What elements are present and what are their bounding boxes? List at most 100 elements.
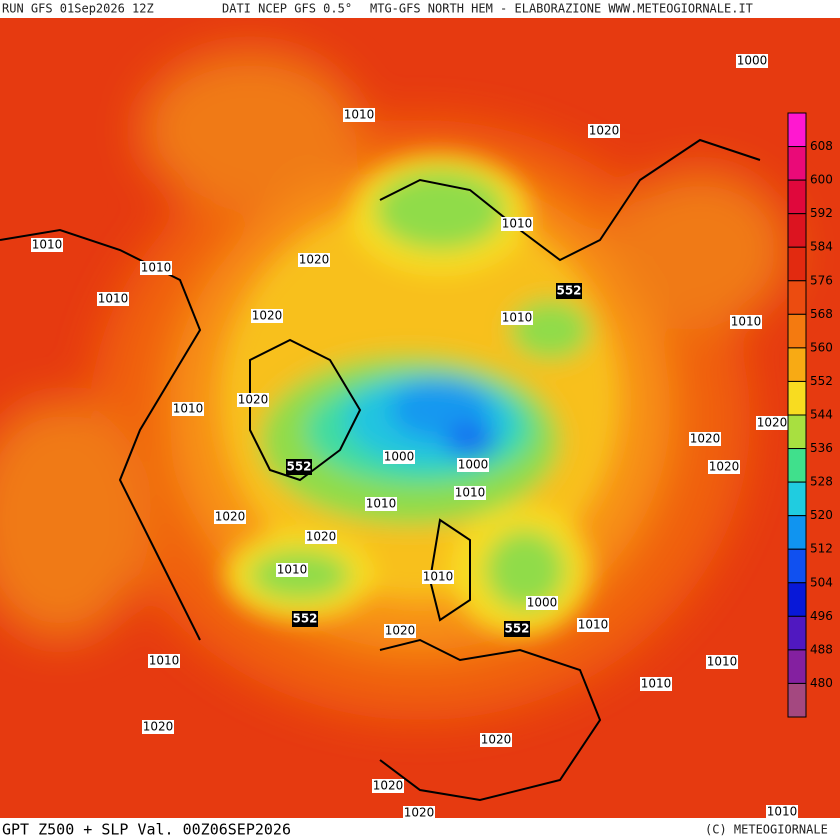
scale-top bbox=[787, 112, 807, 148]
scale-label: 600 bbox=[810, 173, 833, 187]
scale-swatch bbox=[787, 582, 807, 617]
isobar-label: 1020 bbox=[306, 530, 337, 544]
isobar-label-bg bbox=[305, 530, 337, 544]
isobar-label: 1020 bbox=[404, 806, 435, 820]
scale-swatch bbox=[787, 380, 807, 416]
isobar-label: 1010 bbox=[98, 292, 129, 306]
isobar-label-bg bbox=[403, 806, 435, 820]
isobar-label-bg bbox=[383, 450, 415, 464]
isobar-label: 1000 bbox=[527, 596, 558, 610]
scale-label: 584 bbox=[810, 240, 833, 254]
scale-swatch bbox=[787, 213, 807, 248]
isobar-label-bg bbox=[501, 311, 533, 325]
isobar-label-bg bbox=[526, 596, 558, 610]
isobar-label: 1010 bbox=[141, 261, 172, 275]
isobar-label-bg bbox=[214, 510, 246, 524]
scale-swatch bbox=[787, 448, 807, 483]
isobar-label-bg bbox=[640, 677, 672, 691]
isobar-label: 1010 bbox=[423, 570, 454, 584]
isobar-label: 1010 bbox=[707, 655, 738, 669]
scale-label: 488 bbox=[810, 642, 833, 656]
scale-swatch bbox=[787, 414, 807, 450]
isobar-label-bg bbox=[172, 402, 204, 416]
isobar-label-bg bbox=[730, 315, 762, 329]
scale-swatch bbox=[787, 146, 807, 181]
field bbox=[0, 18, 840, 818]
isobar-label-bg bbox=[422, 570, 454, 584]
isobar-label: 1010 bbox=[32, 238, 63, 252]
scale-label: 560 bbox=[810, 340, 833, 354]
isobar-label: 1010 bbox=[344, 108, 375, 122]
isobar-label-bg bbox=[237, 393, 269, 407]
isobar-label: 1020 bbox=[481, 733, 512, 747]
isobar-label-bg bbox=[736, 54, 768, 68]
isobar-label: 1020 bbox=[757, 416, 788, 430]
isobar-label-bg bbox=[384, 624, 416, 638]
scale-label: 552 bbox=[810, 374, 833, 388]
isobar-label: 1020 bbox=[299, 253, 330, 267]
run-info: RUN GFS 01Sep2026 12Z bbox=[2, 2, 154, 16]
scale-label: 520 bbox=[810, 508, 833, 522]
scale-swatch bbox=[787, 481, 807, 517]
z500-label-bg bbox=[504, 621, 530, 637]
scale-swatch bbox=[787, 347, 807, 382]
isobar-label: 1020 bbox=[143, 720, 174, 734]
z500-label-bg bbox=[292, 611, 318, 627]
isobar-label-bg bbox=[251, 309, 283, 323]
isobar-label-bg bbox=[480, 733, 512, 747]
isobar-label-bg bbox=[97, 292, 129, 306]
scale-swatch bbox=[787, 246, 807, 282]
isobar-label-bg bbox=[343, 108, 375, 122]
copyright: (C) METEOGIORNALE bbox=[705, 823, 828, 837]
isobar-label: 1020 bbox=[215, 510, 246, 524]
isobar-label-bg bbox=[140, 261, 172, 275]
isobar-label: 1020 bbox=[589, 124, 620, 138]
isobar-label: 1010 bbox=[502, 217, 533, 231]
scale-label: 528 bbox=[810, 475, 833, 489]
isobar-label: 1010 bbox=[277, 563, 308, 577]
scale-label: 512 bbox=[810, 542, 833, 556]
isobar-label-bg bbox=[31, 238, 63, 252]
isobar-label-bg bbox=[276, 563, 308, 577]
scale-label: 536 bbox=[810, 441, 833, 455]
isobar-label: 1020 bbox=[238, 393, 269, 407]
isobar-label-bg bbox=[501, 217, 533, 231]
isobar-label: 1020 bbox=[709, 460, 740, 474]
scale-swatch bbox=[787, 280, 807, 315]
credit: MTG-GFS NORTH HEM - ELABORAZIONE WWW.MET… bbox=[370, 2, 753, 16]
isobar-label-bg bbox=[766, 805, 798, 819]
scale-swatch bbox=[787, 548, 807, 584]
isobar-label-bg bbox=[708, 460, 740, 474]
data-source: DATI NCEP GFS 0.5° bbox=[222, 2, 352, 16]
z500-label: 552 bbox=[292, 612, 317, 626]
isobar-label: 1010 bbox=[455, 486, 486, 500]
z500-label: 552 bbox=[504, 622, 529, 636]
scale-label: 504 bbox=[810, 575, 833, 589]
z500-label: 552 bbox=[286, 460, 311, 474]
isobar-label: 1010 bbox=[641, 677, 672, 691]
isobar-label: 1020 bbox=[690, 432, 721, 446]
isobar-label-bg bbox=[298, 253, 330, 267]
isobar-label: 1000 bbox=[384, 450, 415, 464]
scale-swatch bbox=[787, 649, 807, 684]
isobar-label: 1000 bbox=[737, 54, 768, 68]
scale-swatch bbox=[787, 515, 807, 550]
isobar-label: 1010 bbox=[366, 497, 397, 511]
isobar-label-bg bbox=[457, 458, 489, 472]
isobar-label-bg bbox=[756, 416, 788, 430]
isobar-label-bg bbox=[588, 124, 620, 138]
isobar-label: 1010 bbox=[767, 805, 798, 819]
isobar-label-bg bbox=[706, 655, 738, 669]
scale-label: 568 bbox=[810, 307, 833, 321]
scale-label: 496 bbox=[810, 609, 833, 623]
isobar-label-bg bbox=[148, 654, 180, 668]
scale-label: 592 bbox=[810, 206, 833, 220]
scale-swatch bbox=[787, 682, 807, 718]
footer-bg bbox=[0, 818, 840, 840]
isobar-label: 1010 bbox=[502, 311, 533, 325]
scale-label: 544 bbox=[810, 408, 833, 422]
z500-label-bg bbox=[556, 283, 582, 299]
scale-label: 608 bbox=[810, 139, 833, 153]
isobar-label: 1010 bbox=[149, 654, 180, 668]
